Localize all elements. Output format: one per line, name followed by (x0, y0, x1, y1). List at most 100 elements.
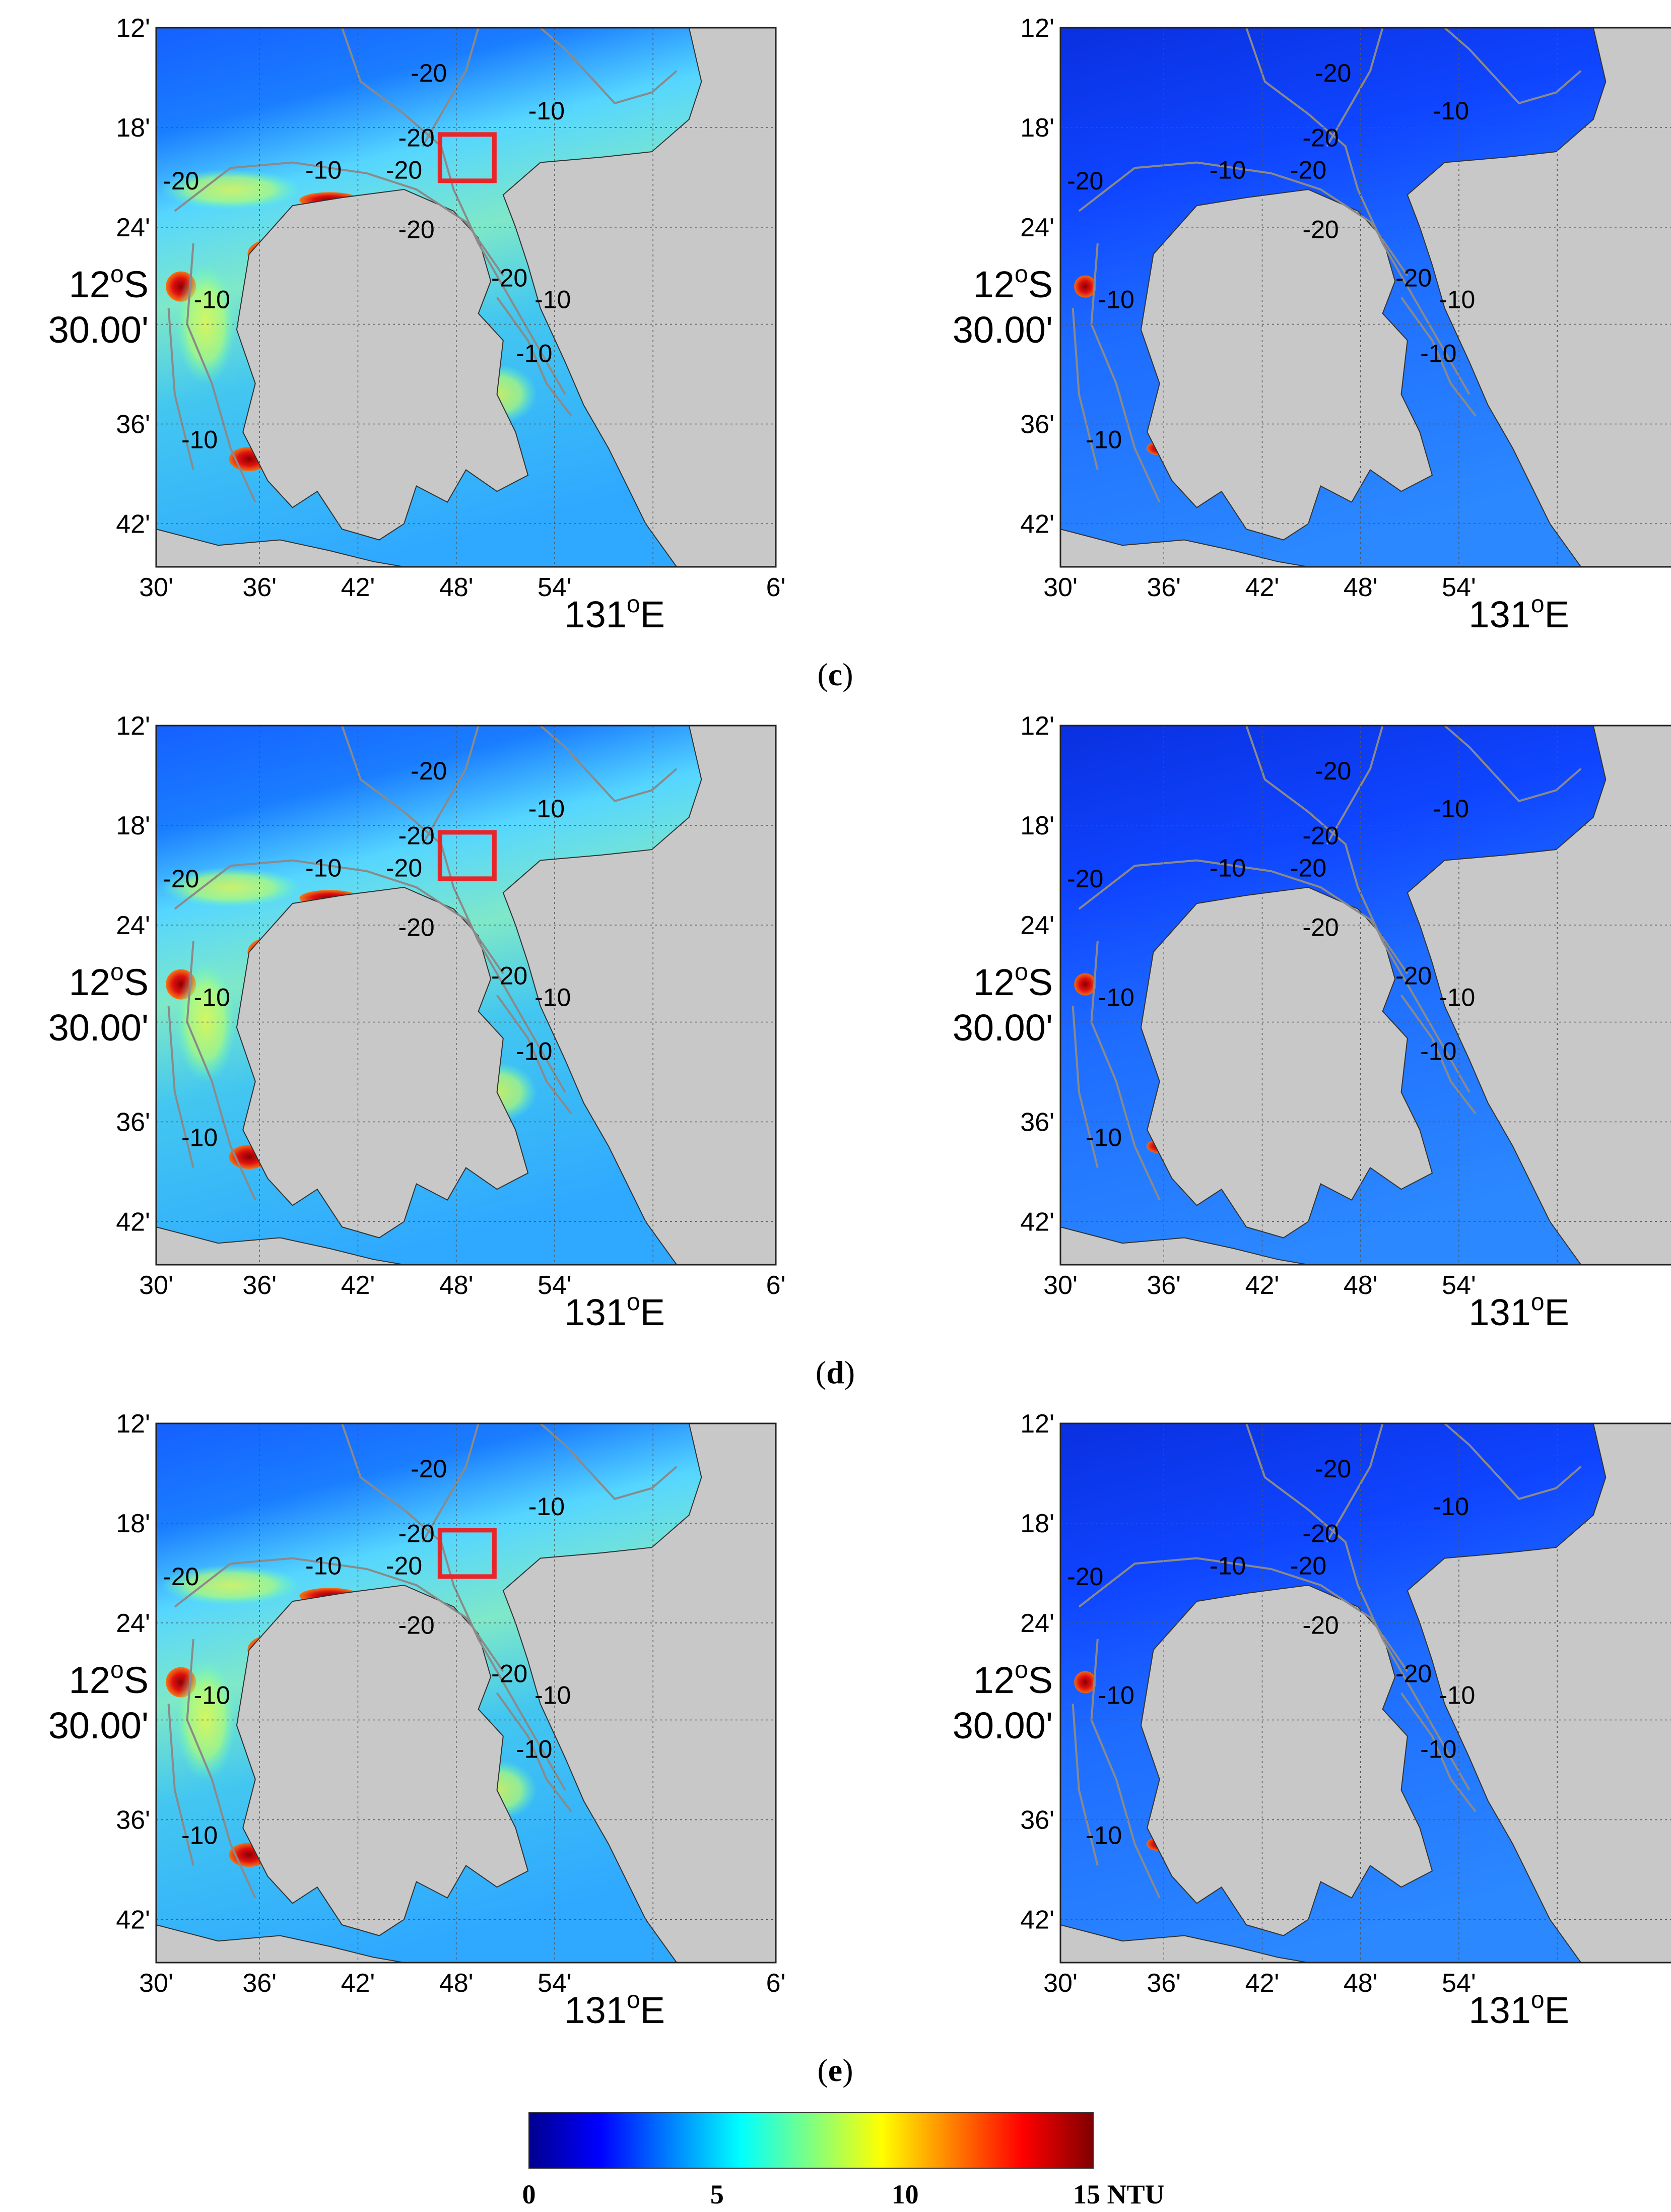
y-tick-label: 12' (1020, 1409, 1054, 1439)
contour-label: -20 (491, 264, 527, 292)
x-tick-label: 6' (766, 1969, 786, 1998)
x-tick-label: 42' (341, 1969, 375, 1998)
latitude-minutes-label: 30.00' (48, 1007, 149, 1049)
map-frame (1059, 725, 1671, 1266)
depth-contour (1072, 1704, 1099, 1866)
latitude-minutes-label: 30.00' (48, 1705, 149, 1746)
depth-contour (167, 308, 194, 470)
contour-label: -20 (386, 854, 422, 882)
y-tick-label: 12' (116, 711, 150, 741)
x-tick-label: 42' (1245, 1969, 1280, 1998)
latitude-minutes-label: 30.00' (953, 1705, 1053, 1746)
turbidity-warm-area (175, 1659, 236, 1781)
turbidity-warm-area (175, 264, 236, 385)
depth-contour (496, 1692, 572, 1812)
map-panel-e-right: -20-10-20-20 -10 -20-20-10-20-10-10-1012'1… (953, 1409, 1671, 2031)
depth-contour (1444, 1422, 1582, 1501)
study-area-box (437, 132, 497, 183)
contour-label: -10 (305, 156, 342, 184)
x-tick-label: 30' (1043, 573, 1078, 602)
x-tick-label: 36' (242, 1271, 277, 1300)
contour-label: -20 (398, 1519, 434, 1547)
longitude-label: 131oE (1468, 591, 1569, 635)
y-tick-label: 42' (116, 509, 150, 539)
y-tick-label: 36' (1020, 410, 1054, 439)
depth-contour (540, 1422, 678, 1501)
x-tick-label: 42' (341, 1271, 375, 1300)
contour-label: -10 (194, 285, 230, 313)
depth-contour (422, 725, 480, 845)
contour-label: -10 (1098, 1681, 1134, 1709)
map-frame (155, 725, 777, 1266)
y-tick-label: 36' (116, 1108, 150, 1137)
x-tick-label: 30' (139, 1969, 173, 1998)
y-tick-label: 36' (116, 1805, 150, 1835)
x-tick-label: 36' (1147, 1969, 1181, 1998)
contour-label: -20 (1302, 1519, 1339, 1547)
contour-label: -10 (1086, 1124, 1122, 1152)
y-tick-label: 18' (1020, 113, 1054, 143)
x-tick-label: 48' (439, 573, 474, 602)
latitude-label: 12oS (69, 1657, 149, 1701)
x-tick-label: 6' (766, 573, 786, 602)
x-tick-label: 6' (1670, 573, 1671, 602)
latitude-minutes-label: 30.00' (48, 309, 149, 351)
colorbar-tick-label: 5 (710, 2179, 724, 2209)
latitude-label: 12oS (973, 261, 1053, 305)
contour-label: -20 (1302, 215, 1339, 243)
map-frame (155, 27, 777, 568)
latitude-minutes-label: 30.00' (953, 309, 1053, 351)
x-tick-label: 36' (242, 573, 277, 602)
x-tick-label: 54' (1442, 1271, 1476, 1300)
colorbar-tick-label: 15 NTU (1073, 2179, 1165, 2209)
y-tick-label: 42' (116, 1905, 150, 1934)
y-tick-label: 12' (116, 14, 150, 43)
y-tick-label: 18' (116, 113, 150, 143)
x-tick-label: 54' (538, 1271, 572, 1300)
depth-contour (1072, 1006, 1099, 1168)
depth-contour (1400, 1692, 1477, 1812)
contour-label: -10 (1098, 983, 1134, 1011)
x-tick-label: 48' (1344, 1271, 1378, 1300)
map-panel-c-right: -20-10-20-20 -10 -20-20-10-20-10-10-1012'1… (953, 14, 1671, 635)
y-tick-label: 18' (116, 1509, 150, 1538)
x-tick-label: 30' (139, 1271, 173, 1300)
contour-label: -20 (1302, 123, 1339, 152)
y-tick-label: 18' (116, 811, 150, 840)
depth-contour (1078, 1557, 1409, 1672)
contour-label: -10 (534, 1681, 571, 1709)
contour-label: -20 (1315, 59, 1351, 87)
contour-label: -20 (398, 1611, 434, 1639)
contour-label: -10 (534, 285, 571, 313)
depth-contour (496, 994, 572, 1115)
y-tick-label: 36' (116, 410, 150, 439)
y-tick-label: 36' (1020, 1108, 1054, 1137)
y-tick-label: 24' (1020, 1609, 1054, 1638)
depth-contour (1245, 1423, 1471, 1791)
x-tick-label: 54' (538, 573, 572, 602)
x-tick-label: 6' (1670, 1271, 1671, 1300)
contour-label: -10 (1210, 156, 1246, 184)
contour-label: -20 (1290, 1552, 1326, 1580)
contour-label: -10 (1439, 285, 1475, 313)
depth-contour (540, 725, 678, 803)
depth-contour (422, 27, 480, 147)
turbidity-warm-area (160, 169, 301, 210)
contour-label: -10 (1433, 97, 1469, 125)
longitude-label: 131oE (1468, 1289, 1569, 1333)
map-panel-d-right: -20-10-20-20 -10 -20-20-10-20-10-10-1012'1… (953, 711, 1671, 1333)
latitude-label: 12oS (973, 959, 1053, 1003)
turbidity-warm-area (175, 961, 236, 1083)
contour-label: -10 (181, 426, 218, 454)
y-tick-label: 24' (116, 213, 150, 242)
contour-label: -10 (305, 854, 342, 882)
depth-contour (186, 1639, 256, 1899)
turbidity-hotspot (1074, 973, 1097, 996)
depth-contour (1078, 161, 1409, 277)
x-tick-label: 42' (1245, 1271, 1280, 1300)
y-tick-label: 42' (1020, 1905, 1054, 1934)
turbidity-warm-area (160, 867, 301, 907)
depth-contour (1245, 725, 1471, 1093)
contour-label: -20 (1067, 1563, 1103, 1591)
